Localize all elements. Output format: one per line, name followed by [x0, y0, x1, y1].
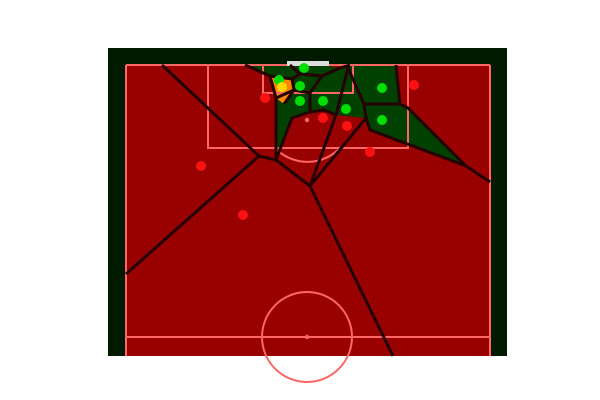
- player-defense-r2: [318, 113, 328, 123]
- player-defense-r3: [342, 121, 352, 131]
- center-spot: [304, 334, 310, 340]
- edge-10: [299, 63, 351, 78]
- region-attack-g4: [276, 90, 310, 160]
- player-attack-g7: [377, 83, 387, 93]
- edge-14: [282, 89, 296, 105]
- edge-3: [244, 63, 278, 160]
- region-attack-g1: [245, 65, 300, 79]
- player-attack-g1: [299, 63, 309, 73]
- players: [196, 63, 419, 220]
- player-attack-g3: [295, 81, 305, 91]
- voronoi-edges: [125, 63, 491, 357]
- ball-marker: [277, 82, 287, 92]
- player-defense-r6: [196, 161, 206, 171]
- edge-2: [258, 154, 395, 357]
- region-defense-r4: [310, 118, 490, 356]
- region-defense-r5: [396, 65, 490, 182]
- center-circle: [261, 291, 353, 383]
- region-defense-r6: [162, 65, 276, 160]
- player-defense-r1: [260, 93, 270, 103]
- goal: [287, 61, 329, 66]
- region-defense-r7: [126, 156, 393, 356]
- player-defense-r5: [409, 80, 419, 90]
- voronoi-regions: [126, 65, 490, 356]
- edge-5: [308, 116, 491, 187]
- region-attack-g8: [364, 104, 466, 166]
- player-attack-g6: [341, 104, 351, 114]
- player-defense-r4: [365, 147, 375, 157]
- penalty-spot: [304, 117, 310, 123]
- player-attack-g5: [318, 96, 328, 106]
- player-defense-r7: [238, 210, 248, 220]
- penalty-arc: [274, 147, 341, 163]
- edge-8: [334, 66, 366, 116]
- edge-4: [274, 108, 338, 187]
- edge-7: [394, 64, 402, 105]
- player-attack-g8: [377, 115, 387, 125]
- region-defense-far-left: [126, 65, 259, 274]
- player-attack-g4: [295, 96, 305, 106]
